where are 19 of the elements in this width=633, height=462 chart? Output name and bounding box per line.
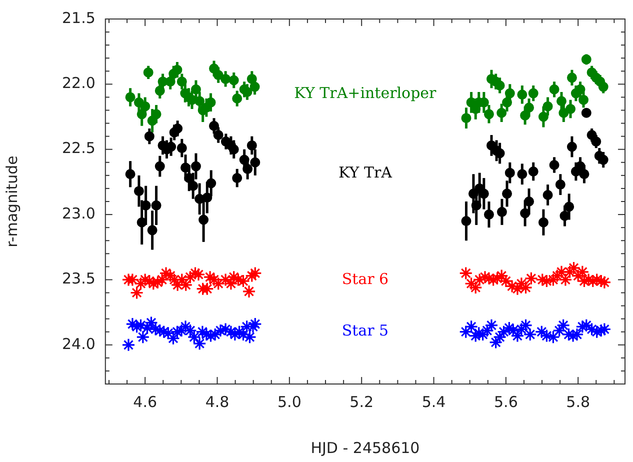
text: Star 5 [342,322,389,340]
x-tick-label: 5.6 [494,392,518,411]
x-tick-label: 5.0 [277,392,302,411]
y-tick-label: 23.0 [62,204,96,222]
y-tick-label: 21.5 [62,8,96,27]
text: KY TrA [338,164,392,182]
x-tick-label: 4.6 [133,392,158,411]
x-tick-label: 4.8 [205,392,230,411]
series-label: KY TrA+interloper [294,84,438,102]
text: Star 6 [342,270,389,288]
y-tick-label: 23.5 [62,270,96,288]
y-tick-label: 24.0 [62,334,96,353]
y-tick-label: 22.5 [62,139,96,158]
y-axis-title: r-magnitude [2,156,21,248]
x-axis-title: HJD - 2458610 [310,438,420,457]
y-tick-label: 22.0 [62,74,96,92]
x-tick-label: 5.4 [422,392,446,411]
x-tick-label: 5.8 [566,392,590,411]
x-tick-label: 5.2 [350,392,374,411]
